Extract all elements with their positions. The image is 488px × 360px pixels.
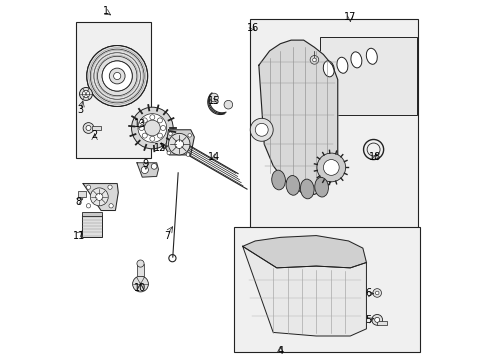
Circle shape	[102, 61, 132, 91]
Text: 15: 15	[207, 96, 220, 106]
Circle shape	[138, 114, 166, 142]
Circle shape	[96, 193, 102, 201]
Bar	[82, 212, 102, 216]
Ellipse shape	[336, 57, 347, 73]
Text: 10: 10	[134, 283, 146, 293]
Circle shape	[86, 45, 147, 107]
Circle shape	[160, 126, 165, 131]
Circle shape	[137, 260, 144, 267]
Polygon shape	[258, 40, 337, 194]
Text: 18: 18	[368, 152, 381, 162]
Bar	[76, 22, 151, 158]
Circle shape	[142, 118, 147, 123]
Bar	[319, 37, 416, 116]
Ellipse shape	[350, 52, 361, 68]
Text: 1: 1	[103, 6, 109, 16]
Polygon shape	[242, 246, 366, 336]
Bar	[78, 191, 85, 197]
Circle shape	[168, 134, 190, 155]
Polygon shape	[83, 184, 118, 211]
Text: 14: 14	[207, 152, 220, 162]
Text: 7: 7	[164, 231, 170, 240]
Circle shape	[86, 185, 90, 189]
Text: 9: 9	[142, 159, 149, 169]
Circle shape	[157, 118, 162, 123]
Text: 2: 2	[91, 130, 98, 140]
Circle shape	[250, 118, 273, 141]
Text: 16: 16	[247, 23, 259, 33]
Circle shape	[144, 120, 160, 136]
Polygon shape	[165, 130, 194, 155]
Ellipse shape	[366, 48, 377, 64]
Circle shape	[374, 318, 379, 322]
Circle shape	[149, 136, 155, 141]
Circle shape	[108, 185, 112, 189]
Circle shape	[82, 90, 89, 98]
Bar	[92, 126, 101, 130]
Circle shape	[209, 93, 218, 102]
Circle shape	[371, 315, 382, 325]
Text: 12: 12	[154, 143, 166, 153]
Circle shape	[109, 68, 125, 84]
Bar	[376, 321, 386, 324]
Circle shape	[86, 126, 91, 131]
Circle shape	[309, 55, 318, 64]
Polygon shape	[242, 235, 366, 268]
Bar	[249, 19, 418, 280]
Text: 3: 3	[77, 105, 83, 115]
Circle shape	[375, 291, 378, 295]
Circle shape	[167, 151, 170, 155]
Circle shape	[187, 134, 191, 137]
Polygon shape	[137, 163, 158, 177]
Circle shape	[113, 72, 121, 80]
Circle shape	[151, 163, 157, 169]
Circle shape	[109, 204, 113, 208]
Ellipse shape	[285, 176, 299, 195]
Circle shape	[83, 123, 94, 134]
Circle shape	[175, 140, 183, 148]
Text: 11: 11	[73, 231, 85, 240]
Text: 13: 13	[134, 120, 146, 129]
Bar	[137, 264, 144, 276]
Circle shape	[186, 153, 189, 156]
Bar	[233, 226, 419, 352]
Circle shape	[131, 107, 173, 149]
Circle shape	[141, 166, 148, 174]
Ellipse shape	[323, 61, 334, 77]
Circle shape	[132, 276, 148, 292]
Text: 5: 5	[365, 315, 370, 325]
Ellipse shape	[300, 179, 313, 199]
Circle shape	[255, 123, 267, 136]
Circle shape	[312, 58, 316, 62]
Ellipse shape	[314, 177, 328, 197]
Circle shape	[323, 159, 339, 175]
Circle shape	[149, 115, 155, 120]
Text: 17: 17	[344, 12, 356, 22]
Circle shape	[168, 132, 172, 135]
Text: 6: 6	[365, 288, 370, 298]
Ellipse shape	[271, 170, 285, 190]
Circle shape	[139, 126, 144, 131]
Circle shape	[86, 204, 90, 208]
Text: 8: 8	[76, 197, 81, 207]
Circle shape	[224, 100, 232, 109]
Bar	[82, 215, 102, 237]
Circle shape	[316, 153, 345, 182]
Circle shape	[157, 133, 162, 138]
Circle shape	[90, 188, 108, 206]
Circle shape	[372, 289, 381, 297]
Text: 4: 4	[277, 346, 283, 356]
Circle shape	[142, 133, 147, 138]
Circle shape	[80, 87, 92, 100]
